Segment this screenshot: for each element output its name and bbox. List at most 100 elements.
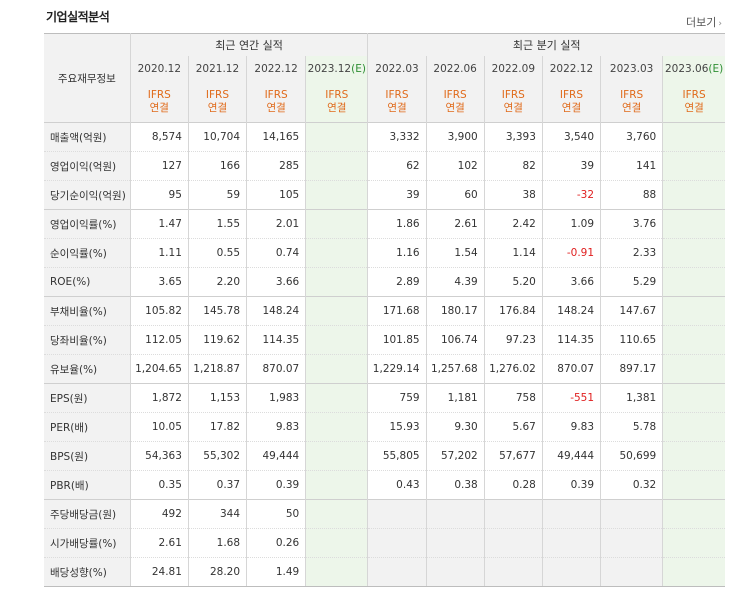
table-cell: -551 (542, 383, 602, 413)
table-cell: 2.61 (130, 528, 189, 558)
consolidated-label: 연결 (561, 102, 582, 114)
table-cell (305, 557, 369, 587)
period-label: 2020.12 (137, 63, 182, 75)
table-cell: 110.65 (600, 325, 664, 355)
table-cell: 344 (188, 499, 248, 529)
table-cell: 2.01 (246, 209, 307, 239)
table-cell: 148.24 (542, 296, 602, 326)
estimate-marker: (E) (351, 63, 366, 75)
table-cell: 1,204.65 (130, 354, 189, 384)
ifrs-label: IFRS (559, 89, 583, 101)
table-cell: 97.23 (484, 325, 543, 355)
ifrs-header: IFRS 연결 (662, 82, 725, 123)
table-cell: 3.66 (542, 267, 602, 297)
ifrs-header: IFRS 연결 (600, 82, 664, 123)
table-cell (305, 325, 369, 355)
group-quarterly: 최근 분기 실적 (367, 33, 725, 56)
period-label: 2022.12 (549, 63, 594, 75)
row-label: ROE(%) (44, 267, 131, 297)
table-cell: 147.67 (600, 296, 664, 326)
period-label: 2023.12 (307, 63, 352, 75)
table-cell: 24.81 (130, 557, 189, 587)
table-cell: 285 (246, 151, 307, 181)
table-cell: 145.78 (188, 296, 248, 326)
consolidated-label: 연결 (503, 102, 523, 114)
table-cell (484, 528, 543, 558)
table-row: 배당성향(%) 24.81 28.20 1.49 (44, 557, 725, 587)
table-cell (426, 499, 485, 529)
table-row: ROE(%) 3.65 2.20 3.66 2.89 4.39 5.20 3.66 5.29 (44, 267, 725, 297)
period-header: 2023.03 (600, 56, 664, 82)
table-row: 시가배당률(%) 2.61 1.68 0.26 (44, 528, 725, 558)
table-cell: 105 (246, 180, 307, 210)
table-row: 매출액(억원) 8,574 10,704 14,165 3,332 3,900 3,393 3… (44, 122, 725, 152)
table-cell: 49,444 (246, 441, 307, 471)
table-cell (305, 122, 369, 152)
consolidated-label: 연결 (387, 102, 407, 114)
table-cell (305, 528, 369, 558)
table-cell: 106.74 (426, 325, 485, 355)
table-row: BPS(원) 54,363 55,302 49,444 55,805 57,202 57,6… (44, 441, 725, 471)
table-cell: 171.68 (367, 296, 427, 326)
table-cell: 10,704 (188, 122, 248, 152)
table-cell: 1,276.02 (484, 354, 543, 384)
row-label: 순이익률(%) (44, 238, 131, 268)
period-header: 2022.12 (246, 56, 307, 82)
table-cell: 114.35 (246, 325, 307, 355)
table-cell: 114.35 (542, 325, 602, 355)
table-cell: 3,332 (367, 122, 427, 152)
consolidated-label: 연결 (149, 102, 169, 114)
table-cell: 1.47 (130, 209, 189, 239)
table-cell (662, 325, 725, 355)
table-cell: 5.78 (600, 412, 664, 442)
table-cell: 39 (367, 180, 427, 210)
table-cell: 127 (130, 151, 189, 181)
table-cell: 28.20 (188, 557, 248, 587)
table-cell: 1,153 (188, 383, 248, 413)
table-cell: 82 (484, 151, 543, 181)
table-cell: 0.55 (188, 238, 248, 268)
row-label: 당좌비율(%) (44, 325, 131, 355)
table-cell: 492 (130, 499, 189, 529)
table-cell: 1.49 (246, 557, 307, 587)
table-cell: 57,202 (426, 441, 485, 471)
table-cell: 50 (246, 499, 307, 529)
table-cell: 3.65 (130, 267, 189, 297)
table-cell (662, 441, 725, 471)
table-cell: 0.43 (367, 470, 427, 500)
table-cell: 3,540 (542, 122, 602, 152)
table-row: PER(배) 10.05 17.82 9.83 15.93 9.30 5.67 9.83 5.7… (44, 412, 725, 442)
table-cell (600, 499, 664, 529)
table-cell: 55,302 (188, 441, 248, 471)
table-row: 부채비율(%) 105.82 145.78 148.24 171.68 180.17 176… (44, 296, 725, 326)
table-cell: 112.05 (130, 325, 189, 355)
table-cell: 15.93 (367, 412, 427, 442)
period-header: 2023.06(E) (662, 56, 725, 82)
more-link[interactable]: 더보기 › (686, 14, 722, 30)
row-label: 주당배당금(원) (44, 499, 131, 529)
table-cell: 5.67 (484, 412, 543, 442)
financial-table: 주요재무정보 최근 연간 실적 최근 분기 실적 2020.12 2021.12 2… (44, 33, 725, 587)
table-cell: 176.84 (484, 296, 543, 326)
ifrs-header: IFRS 연결 (542, 82, 602, 123)
table-cell: 180.17 (426, 296, 485, 326)
ifrs-label: IFRS (682, 89, 706, 101)
table-cell: 119.62 (188, 325, 248, 355)
table-cell (662, 528, 725, 558)
table-row: EPS(원) 1,872 1,153 1,983 759 1,181 758 -551 1,38… (44, 383, 725, 413)
table-cell (662, 499, 725, 529)
table-cell (426, 557, 485, 587)
ifrs-label: IFRS (620, 89, 644, 101)
table-cell (662, 470, 725, 500)
table-row: PBR(배) 0.35 0.37 0.39 0.43 0.38 0.28 0.39 0.32 (44, 470, 725, 500)
table-cell: 0.35 (130, 470, 189, 500)
period-label: 2022.06 (433, 63, 477, 75)
table-cell: 5.20 (484, 267, 543, 297)
table-cell (542, 499, 602, 529)
table-cell (662, 209, 725, 239)
table-cell (305, 209, 369, 239)
table-cell: 1.16 (367, 238, 427, 268)
ifrs-header: IFRS 연결 (246, 82, 307, 123)
ifrs-label: IFRS (325, 89, 349, 101)
table-cell (662, 180, 725, 210)
